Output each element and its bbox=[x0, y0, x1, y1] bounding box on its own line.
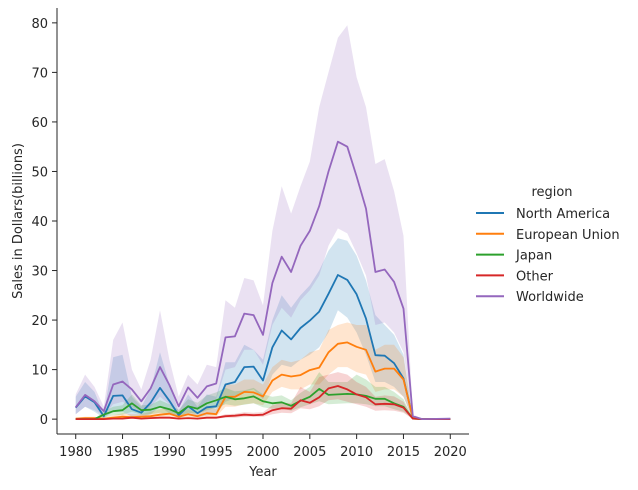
series-lines bbox=[74, 140, 451, 421]
legend-label: European Union bbox=[516, 228, 620, 243]
x-tick-label: 2020 bbox=[434, 445, 467, 460]
line-japan bbox=[75, 387, 451, 421]
legend-item-worldwide: Worldwide bbox=[476, 290, 584, 305]
y-tick-label: 50 bbox=[31, 165, 48, 180]
y-tick-label: 0 bbox=[40, 413, 48, 428]
legend-item-european-union: European Union bbox=[476, 228, 620, 243]
legend: region North America European Union Japan O… bbox=[476, 185, 620, 305]
x-tick-label: 2015 bbox=[387, 445, 420, 460]
y-tick-label: 70 bbox=[31, 66, 48, 81]
x-tick-label: 1980 bbox=[59, 445, 92, 460]
legend-title: region bbox=[531, 185, 572, 200]
legend-items: North America European Union Japan Other Wor… bbox=[476, 207, 620, 305]
band-north-america bbox=[75, 238, 451, 420]
line-north-america bbox=[75, 274, 451, 421]
line-european-union bbox=[75, 341, 451, 421]
x-tick-label: 2000 bbox=[246, 445, 279, 460]
legend-item-other: Other bbox=[476, 269, 554, 284]
x-ticks: 1980 1985 1990 1995 2000 2005 2010 2015 2020 bbox=[59, 434, 467, 460]
confidence-bands bbox=[75, 25, 451, 420]
line-worldwide bbox=[74, 140, 451, 421]
legend-item-north-america: North America bbox=[476, 207, 610, 222]
y-axis-label: Sales in Dollars(billions) bbox=[11, 143, 26, 299]
y-ticks: 0 10 20 30 40 50 60 70 80 bbox=[31, 17, 57, 428]
y-tick-label: 10 bbox=[31, 364, 48, 379]
band-worldwide bbox=[75, 25, 451, 420]
x-tick-label: 1985 bbox=[106, 445, 139, 460]
y-tick-label: 20 bbox=[31, 314, 48, 329]
legend-label: Other bbox=[516, 269, 554, 284]
legend-item-japan: Japan bbox=[476, 249, 552, 264]
y-tick-label: 40 bbox=[31, 215, 48, 230]
legend-label: Japan bbox=[515, 249, 552, 264]
y-tick-label: 80 bbox=[31, 17, 48, 32]
legend-label: Worldwide bbox=[516, 290, 584, 305]
x-tick-label: 1995 bbox=[200, 445, 233, 460]
y-tick-label: 30 bbox=[31, 265, 48, 280]
y-tick-label: 60 bbox=[31, 116, 48, 131]
x-tick-label: 2010 bbox=[340, 445, 373, 460]
x-axis-label: Year bbox=[248, 465, 277, 480]
x-tick-label: 1990 bbox=[153, 445, 186, 460]
band-other bbox=[75, 372, 451, 420]
x-tick-label: 2005 bbox=[293, 445, 326, 460]
line-other bbox=[75, 385, 451, 421]
legend-label: North America bbox=[516, 207, 610, 222]
